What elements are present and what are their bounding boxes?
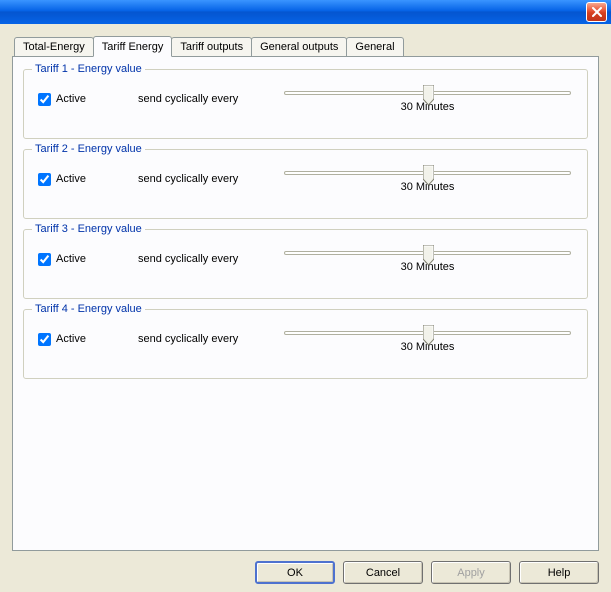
- ok-button[interactable]: OK: [255, 561, 335, 584]
- group-row: Active send cyclically every 30 Minutes: [38, 84, 577, 114]
- client-area: Total-Energy Tariff Energy Tariff output…: [0, 24, 611, 592]
- active-checkbox-wrap[interactable]: Active: [38, 173, 138, 186]
- tab-general-outputs[interactable]: General outputs: [251, 37, 347, 56]
- group-tariff-3: Tariff 3 - Energy value Active send cycl…: [23, 229, 588, 299]
- active-label: Active: [56, 333, 86, 345]
- group-title: Tariff 3 - Energy value: [32, 223, 145, 235]
- group-title: Tariff 1 - Energy value: [32, 63, 145, 75]
- group-title: Tariff 4 - Energy value: [32, 303, 145, 315]
- slider-thumb[interactable]: [423, 165, 434, 185]
- active-checkbox-wrap[interactable]: Active: [38, 93, 138, 106]
- slider-track: [284, 171, 571, 175]
- active-checkbox-wrap[interactable]: Active: [38, 333, 138, 346]
- slider-track: [284, 331, 571, 335]
- group-title: Tariff 2 - Energy value: [32, 143, 145, 155]
- active-label: Active: [56, 253, 86, 265]
- slider[interactable]: 30 Minutes: [278, 245, 577, 273]
- slider-thumb[interactable]: [423, 245, 434, 265]
- titlebar: [0, 0, 611, 24]
- slider-thumb[interactable]: [423, 325, 434, 345]
- slider[interactable]: 30 Minutes: [278, 325, 577, 353]
- slider[interactable]: 30 Minutes: [278, 165, 577, 193]
- send-label: send cyclically every: [138, 173, 278, 185]
- help-button[interactable]: Help: [519, 561, 599, 584]
- slider-track: [284, 251, 571, 255]
- dialog-window: Total-Energy Tariff Energy Tariff output…: [0, 0, 611, 592]
- group-tariff-1: Tariff 1 - Energy value Active send cycl…: [23, 69, 588, 139]
- tab-total-energy[interactable]: Total-Energy: [14, 37, 94, 56]
- group-row: Active send cyclically every 30 Minutes: [38, 324, 577, 354]
- active-checkbox-wrap[interactable]: Active: [38, 253, 138, 266]
- slider-track: [284, 91, 571, 95]
- send-label: send cyclically every: [138, 333, 278, 345]
- slider[interactable]: 30 Minutes: [278, 85, 577, 113]
- group-tariff-4: Tariff 4 - Energy value Active send cycl…: [23, 309, 588, 379]
- button-bar: OK Cancel Apply Help: [12, 551, 599, 584]
- active-checkbox[interactable]: [38, 173, 51, 186]
- tabstrip: Total-Energy Tariff Energy Tariff output…: [12, 36, 599, 56]
- tab-general[interactable]: General: [346, 37, 403, 56]
- group-row: Active send cyclically every 30 Minutes: [38, 244, 577, 274]
- send-label: send cyclically every: [138, 253, 278, 265]
- tab-panel: Tariff 1 - Energy value Active send cycl…: [12, 56, 599, 551]
- apply-button[interactable]: Apply: [431, 561, 511, 584]
- tab-tariff-outputs[interactable]: Tariff outputs: [171, 37, 252, 56]
- active-checkbox[interactable]: [38, 333, 51, 346]
- active-checkbox[interactable]: [38, 93, 51, 106]
- close-icon: [592, 7, 602, 17]
- active-label: Active: [56, 93, 86, 105]
- cancel-button[interactable]: Cancel: [343, 561, 423, 584]
- close-button[interactable]: [586, 2, 607, 22]
- active-checkbox[interactable]: [38, 253, 51, 266]
- tab-tariff-energy[interactable]: Tariff Energy: [93, 36, 173, 57]
- active-label: Active: [56, 173, 86, 185]
- slider-thumb[interactable]: [423, 85, 434, 105]
- send-label: send cyclically every: [138, 93, 278, 105]
- group-row: Active send cyclically every 30 Minutes: [38, 164, 577, 194]
- group-tariff-2: Tariff 2 - Energy value Active send cycl…: [23, 149, 588, 219]
